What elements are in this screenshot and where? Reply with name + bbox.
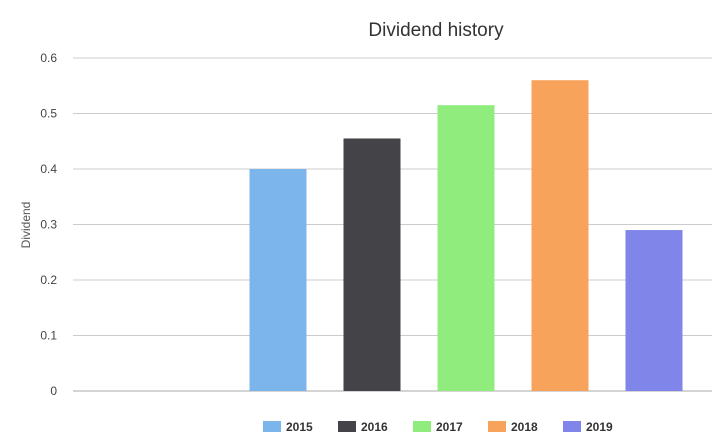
legend: 2015 2016 2017 2018 2019 <box>263 420 613 434</box>
legend-label-2016: 2016 <box>361 420 388 434</box>
bar-2015[interactable] <box>249 169 307 391</box>
legend-label-2017: 2017 <box>436 420 463 434</box>
y-axis-label: Dividend <box>19 202 33 249</box>
legend-item-2019[interactable]: 2019 <box>563 420 613 434</box>
bar-2016[interactable] <box>343 138 401 391</box>
y-axis-ticks: 0 0.1 0.2 0.3 0.4 0.5 0.6 <box>40 51 57 398</box>
legend-item-2015[interactable]: 2015 <box>263 420 313 434</box>
legend-swatch-2018 <box>488 421 506 432</box>
y-tick-label-0: 0 <box>50 384 57 398</box>
y-tick-label-5: 0.5 <box>40 107 57 121</box>
bar-2019[interactable] <box>625 230 683 391</box>
legend-swatch-2019 <box>563 421 581 432</box>
bars <box>249 80 683 392</box>
y-tick-label-2: 0.2 <box>40 273 57 287</box>
y-tick-label-3: 0.3 <box>40 218 57 232</box>
legend-item-2017[interactable]: 2017 <box>413 420 463 434</box>
y-tick-label-4: 0.4 <box>40 162 57 176</box>
legend-swatch-2017 <box>413 421 431 432</box>
legend-label-2019: 2019 <box>586 420 613 434</box>
chart-title: Dividend history <box>368 20 504 41</box>
legend-item-2018[interactable]: 2018 <box>488 420 538 434</box>
bar-2018[interactable] <box>531 80 589 391</box>
legend-swatch-2015 <box>263 421 281 432</box>
legend-swatch-2016 <box>338 421 356 432</box>
legend-item-2016[interactable]: 2016 <box>338 420 388 434</box>
bar-2017[interactable] <box>437 105 495 392</box>
y-tick-label-1: 0.1 <box>40 329 57 343</box>
y-tick-label-6: 0.6 <box>40 51 57 65</box>
legend-label-2015: 2015 <box>286 420 313 434</box>
legend-label-2018: 2018 <box>511 420 538 434</box>
